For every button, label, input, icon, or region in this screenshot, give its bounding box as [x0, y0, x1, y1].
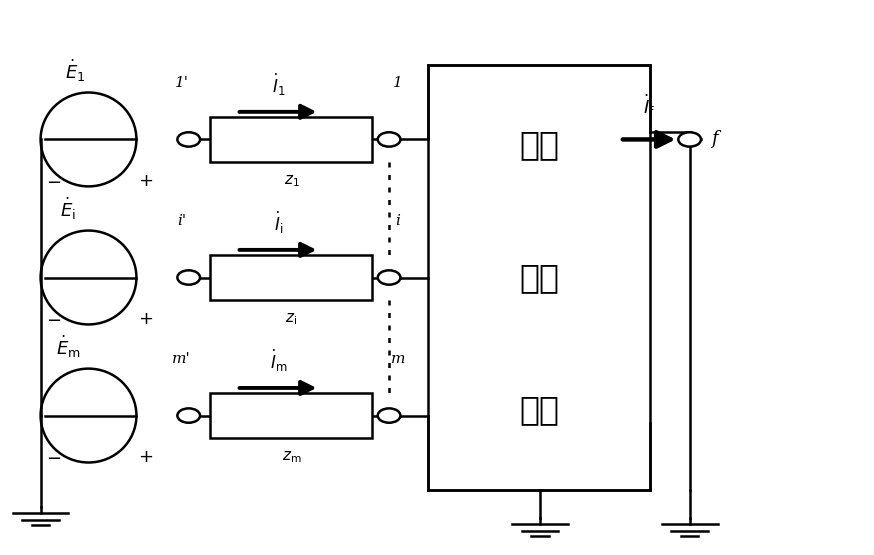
Text: $+$: $+$ [137, 448, 153, 466]
Text: m: m [391, 352, 405, 366]
Bar [211, 393, 371, 438]
Text: $z_1$: $z_1$ [284, 173, 300, 189]
Bar [211, 117, 371, 162]
Text: $+$: $+$ [137, 310, 153, 328]
Text: $\dot{I}_{\mathrm{i}}$: $\dot{I}_{\mathrm{i}}$ [274, 210, 283, 236]
Text: $+$: $+$ [137, 172, 153, 190]
Text: i: i [395, 214, 400, 228]
Text: $\dot{I}_{\mathrm{m}}$: $\dot{I}_{\mathrm{m}}$ [270, 349, 288, 375]
Text: $\dot{E}_{\mathrm{m}}$: $\dot{E}_{\mathrm{m}}$ [56, 334, 80, 360]
Text: 无源: 无源 [519, 128, 559, 162]
Circle shape [678, 132, 701, 147]
Text: 网络: 网络 [519, 393, 559, 427]
Text: 线性: 线性 [519, 261, 559, 294]
Text: $-$: $-$ [46, 310, 61, 328]
Circle shape [177, 408, 200, 423]
Text: $-$: $-$ [46, 172, 61, 190]
Circle shape [378, 408, 400, 423]
Text: $\dot{I}_{\mathrm{f}}$: $\dot{I}_{\mathrm{f}}$ [642, 93, 655, 119]
Text: m': m' [172, 352, 191, 366]
Circle shape [177, 270, 200, 285]
Text: $-$: $-$ [46, 448, 61, 466]
Text: 1: 1 [393, 75, 403, 90]
Text: i': i' [177, 214, 186, 228]
Text: 1': 1' [175, 75, 189, 90]
Text: $z_{\mathrm{i}}$: $z_{\mathrm{i}}$ [286, 311, 297, 327]
Text: $\dot{E}_{\mathrm{i}}$: $\dot{E}_{\mathrm{i}}$ [60, 195, 76, 221]
Circle shape [177, 132, 200, 147]
Text: f: f [711, 130, 718, 148]
Circle shape [378, 132, 400, 147]
Bar [211, 255, 371, 300]
Circle shape [378, 270, 400, 285]
Text: $\dot{E}_1$: $\dot{E}_1$ [66, 57, 86, 84]
Text: $\dot{I}_1$: $\dot{I}_1$ [272, 72, 285, 98]
Text: $z_{\mathrm{m}}$: $z_{\mathrm{m}}$ [281, 449, 302, 465]
Bar [428, 65, 650, 490]
